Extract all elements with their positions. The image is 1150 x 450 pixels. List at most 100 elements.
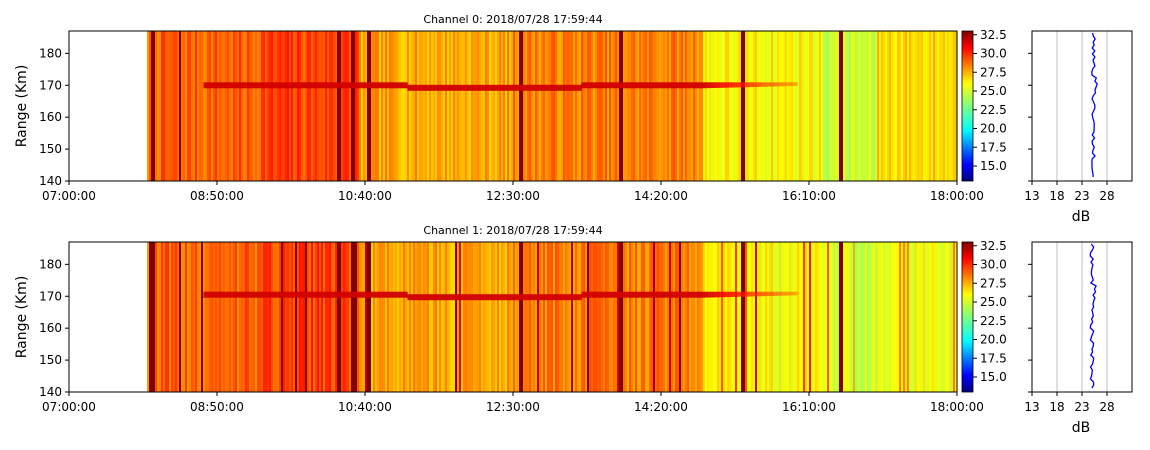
layer-segment	[218, 291, 222, 298]
heatmap-column	[605, 31, 608, 181]
heatmap-column	[889, 242, 892, 392]
heatmap-column	[459, 242, 462, 392]
heatmap-column	[757, 242, 760, 392]
heatmap-column	[281, 31, 284, 181]
heatmap-column	[485, 31, 488, 181]
heatmap-column	[687, 31, 690, 181]
layer-segment	[659, 82, 663, 89]
heatmap-column	[849, 31, 852, 181]
y-axis: 140 150 160 170 180	[39, 46, 1032, 188]
layer-segment	[377, 291, 381, 298]
layer-segment	[413, 294, 417, 301]
heatmap-column	[393, 242, 396, 392]
heatmap-column	[401, 242, 404, 392]
colorbar-tick-label: 27.5	[980, 65, 1007, 79]
layer-segment	[776, 291, 780, 296]
heatmap-column	[675, 31, 678, 181]
heatmap-column	[673, 31, 676, 181]
profile-x-label: dB	[1072, 209, 1091, 225]
heatmap-column	[197, 242, 200, 392]
heatmap-column	[215, 242, 218, 392]
heatmap-column	[869, 31, 872, 181]
layer-segment	[299, 291, 303, 298]
heatmap-column	[761, 242, 764, 392]
heatmap-column	[947, 242, 950, 392]
heatmap-column	[591, 31, 594, 181]
heatmap-column	[543, 31, 546, 181]
layer-segment	[422, 294, 426, 301]
layer-segment	[212, 82, 216, 89]
heatmap-column	[179, 31, 182, 181]
heatmap-column	[257, 31, 260, 181]
layer-segment	[680, 82, 684, 89]
layer-segment	[593, 291, 597, 298]
layer-segment	[329, 291, 333, 298]
heatmap-column	[651, 31, 654, 181]
layer-segment	[446, 84, 450, 91]
heatmap-column	[499, 31, 502, 181]
layer-segment	[446, 294, 450, 301]
heatmap-column	[315, 31, 318, 181]
layer-segment	[296, 82, 300, 89]
heatmap-column	[465, 242, 468, 392]
profile-x-label: dB	[1072, 420, 1091, 436]
layer-segment	[311, 82, 315, 89]
heatmap-column	[777, 31, 780, 181]
heatmap-column	[687, 242, 690, 392]
y-tick-label: 150	[39, 142, 62, 156]
heatmap-column	[821, 31, 824, 181]
heatmap-column	[901, 242, 904, 392]
heatmap-column	[897, 31, 900, 181]
heatmap-column	[715, 242, 718, 392]
heatmap-column	[751, 242, 754, 392]
heatmap-column	[679, 242, 682, 392]
heatmap-column	[359, 242, 362, 392]
layer-segment	[785, 82, 789, 87]
heatmap-column	[597, 31, 600, 181]
layer-segment	[341, 82, 345, 89]
layer-segment	[560, 84, 564, 91]
heatmap-column	[833, 242, 836, 392]
heatmap-column	[203, 242, 206, 392]
heatmap-column	[551, 242, 554, 392]
heatmap-column	[329, 242, 332, 392]
heatmap-column	[471, 31, 474, 181]
colorbar-tick-label: 30.0	[980, 47, 1007, 61]
heatmap-column	[239, 31, 242, 181]
heatmap-column	[231, 31, 234, 181]
layer-segment	[344, 291, 348, 298]
layer-segment	[500, 294, 504, 301]
heatmap-column	[753, 242, 756, 392]
heatmap-column	[375, 242, 378, 392]
heatmap-column	[759, 31, 762, 181]
heatmap-column	[655, 242, 658, 392]
heatmap-column	[503, 31, 506, 181]
layer-segment	[707, 82, 711, 89]
heatmap-column	[941, 31, 944, 181]
layer-segment	[452, 84, 456, 91]
layer-segment	[599, 82, 603, 89]
layer-segment	[617, 291, 621, 298]
y-tick-label: 170	[39, 289, 62, 303]
heatmap-column	[375, 31, 378, 181]
heatmap-column	[587, 242, 590, 392]
heatmap-column	[669, 31, 672, 181]
layer-segment	[530, 294, 534, 301]
heatmap-column	[249, 31, 252, 181]
layer-segment	[716, 291, 720, 298]
heatmap-column	[191, 242, 194, 392]
layer-segment	[398, 291, 402, 298]
colorbar	[961, 30, 974, 182]
heatmap-column	[191, 31, 194, 181]
layer-segment	[536, 294, 540, 301]
heatmap-column	[787, 31, 790, 181]
heatmap-column	[467, 31, 470, 181]
layer-segment	[341, 291, 345, 298]
colorbar-tick-label: 20.0	[980, 122, 1007, 136]
heatmap-column	[699, 242, 702, 392]
layer-segment	[395, 291, 399, 298]
heatmap-column	[431, 242, 434, 392]
layer-segment	[218, 82, 222, 89]
heatmap-column	[601, 31, 604, 181]
layer-segment	[209, 82, 213, 89]
